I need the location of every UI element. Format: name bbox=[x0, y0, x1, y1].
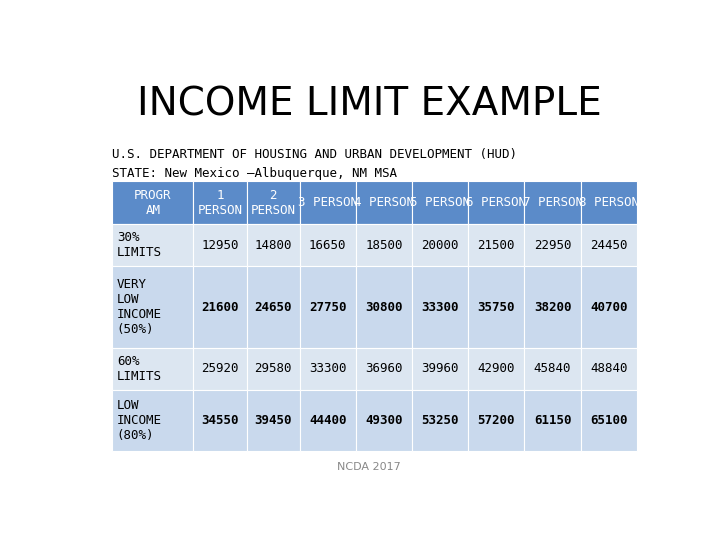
FancyBboxPatch shape bbox=[246, 348, 300, 389]
Text: 39960: 39960 bbox=[421, 362, 459, 375]
FancyBboxPatch shape bbox=[524, 181, 580, 225]
FancyBboxPatch shape bbox=[412, 389, 468, 451]
Text: 39450: 39450 bbox=[254, 414, 292, 427]
Text: 33300: 33300 bbox=[421, 301, 459, 314]
FancyBboxPatch shape bbox=[246, 389, 300, 451]
Text: 21500: 21500 bbox=[477, 239, 515, 252]
FancyBboxPatch shape bbox=[194, 225, 246, 266]
FancyBboxPatch shape bbox=[300, 348, 356, 389]
Text: 53250: 53250 bbox=[421, 414, 459, 427]
Text: 25920: 25920 bbox=[202, 362, 239, 375]
Text: 30%
LIMITS: 30% LIMITS bbox=[117, 231, 162, 259]
Text: 36960: 36960 bbox=[365, 362, 402, 375]
Text: 29580: 29580 bbox=[254, 362, 292, 375]
FancyBboxPatch shape bbox=[112, 389, 194, 451]
FancyBboxPatch shape bbox=[356, 266, 412, 348]
Text: 8 PERSON: 8 PERSON bbox=[579, 197, 639, 210]
FancyBboxPatch shape bbox=[300, 266, 356, 348]
Text: 34550: 34550 bbox=[202, 414, 239, 427]
FancyBboxPatch shape bbox=[246, 225, 300, 266]
Text: 5 PERSON: 5 PERSON bbox=[410, 197, 470, 210]
Text: 2
PERSON: 2 PERSON bbox=[251, 189, 296, 217]
FancyBboxPatch shape bbox=[468, 181, 524, 225]
Text: PROGR
AM: PROGR AM bbox=[134, 189, 171, 217]
Text: 24450: 24450 bbox=[590, 239, 628, 252]
Text: 33300: 33300 bbox=[309, 362, 346, 375]
Text: 49300: 49300 bbox=[365, 414, 402, 427]
FancyBboxPatch shape bbox=[300, 181, 356, 225]
FancyBboxPatch shape bbox=[356, 181, 412, 225]
Text: 38200: 38200 bbox=[534, 301, 571, 314]
FancyBboxPatch shape bbox=[412, 225, 468, 266]
Text: STATE: New Mexico –Albuquerque, NM MSA: STATE: New Mexico –Albuquerque, NM MSA bbox=[112, 167, 397, 180]
Text: 6 PERSON: 6 PERSON bbox=[467, 197, 526, 210]
FancyBboxPatch shape bbox=[580, 181, 637, 225]
FancyBboxPatch shape bbox=[356, 389, 412, 451]
FancyBboxPatch shape bbox=[468, 225, 524, 266]
Text: U.S. DEPARTMENT OF HOUSING AND URBAN DEVELOPMENT (HUD): U.S. DEPARTMENT OF HOUSING AND URBAN DEV… bbox=[112, 148, 517, 161]
FancyBboxPatch shape bbox=[112, 181, 194, 225]
Text: 35750: 35750 bbox=[477, 301, 515, 314]
FancyBboxPatch shape bbox=[112, 266, 194, 348]
Text: 14800: 14800 bbox=[254, 239, 292, 252]
Text: INCOME LIMIT EXAMPLE: INCOME LIMIT EXAMPLE bbox=[137, 85, 601, 124]
Text: 18500: 18500 bbox=[365, 239, 402, 252]
FancyBboxPatch shape bbox=[468, 389, 524, 451]
FancyBboxPatch shape bbox=[356, 348, 412, 389]
FancyBboxPatch shape bbox=[412, 266, 468, 348]
Text: LOW
INCOME
(80%): LOW INCOME (80%) bbox=[117, 399, 162, 442]
Text: VERY
LOW
INCOME
(50%): VERY LOW INCOME (50%) bbox=[117, 278, 162, 336]
Text: 22950: 22950 bbox=[534, 239, 571, 252]
Text: 12950: 12950 bbox=[202, 239, 239, 252]
FancyBboxPatch shape bbox=[246, 266, 300, 348]
FancyBboxPatch shape bbox=[580, 389, 637, 451]
FancyBboxPatch shape bbox=[194, 181, 246, 225]
FancyBboxPatch shape bbox=[468, 348, 524, 389]
FancyBboxPatch shape bbox=[524, 348, 580, 389]
FancyBboxPatch shape bbox=[580, 266, 637, 348]
FancyBboxPatch shape bbox=[468, 266, 524, 348]
FancyBboxPatch shape bbox=[580, 225, 637, 266]
Text: 60%
LIMITS: 60% LIMITS bbox=[117, 355, 162, 383]
Text: 1
PERSON: 1 PERSON bbox=[197, 189, 243, 217]
Text: 21600: 21600 bbox=[202, 301, 239, 314]
Text: 48840: 48840 bbox=[590, 362, 628, 375]
Text: 44400: 44400 bbox=[309, 414, 346, 427]
FancyBboxPatch shape bbox=[412, 348, 468, 389]
FancyBboxPatch shape bbox=[194, 348, 246, 389]
FancyBboxPatch shape bbox=[194, 389, 246, 451]
FancyBboxPatch shape bbox=[300, 389, 356, 451]
Text: 27750: 27750 bbox=[309, 301, 346, 314]
FancyBboxPatch shape bbox=[300, 225, 356, 266]
Text: 40700: 40700 bbox=[590, 301, 628, 314]
FancyBboxPatch shape bbox=[246, 181, 300, 225]
Text: 57200: 57200 bbox=[477, 414, 515, 427]
FancyBboxPatch shape bbox=[112, 225, 194, 266]
Text: 7 PERSON: 7 PERSON bbox=[523, 197, 582, 210]
Text: 65100: 65100 bbox=[590, 414, 628, 427]
Text: 20000: 20000 bbox=[421, 239, 459, 252]
FancyBboxPatch shape bbox=[524, 389, 580, 451]
Text: 45840: 45840 bbox=[534, 362, 571, 375]
FancyBboxPatch shape bbox=[356, 225, 412, 266]
FancyBboxPatch shape bbox=[524, 266, 580, 348]
Text: 42900: 42900 bbox=[477, 362, 515, 375]
FancyBboxPatch shape bbox=[412, 181, 468, 225]
Text: 61150: 61150 bbox=[534, 414, 571, 427]
FancyBboxPatch shape bbox=[580, 348, 637, 389]
Text: 30800: 30800 bbox=[365, 301, 402, 314]
FancyBboxPatch shape bbox=[194, 266, 246, 348]
FancyBboxPatch shape bbox=[112, 348, 194, 389]
FancyBboxPatch shape bbox=[524, 225, 580, 266]
Text: 3 PERSON: 3 PERSON bbox=[298, 197, 358, 210]
Text: NCDA 2017: NCDA 2017 bbox=[337, 462, 401, 472]
Text: 24650: 24650 bbox=[254, 301, 292, 314]
Text: 16650: 16650 bbox=[309, 239, 346, 252]
Text: 4 PERSON: 4 PERSON bbox=[354, 197, 414, 210]
